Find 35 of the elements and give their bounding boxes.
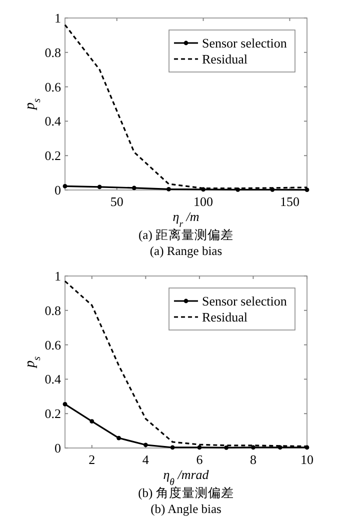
- text: (b) 角度量测偏差: [138, 485, 234, 500]
- point: [62, 402, 68, 406]
- y-tick-label: 0.8: [44, 302, 61, 318]
- point: [224, 445, 229, 450]
- x-tick-label: 10: [300, 452, 314, 467]
- legend-label: Residual: [202, 310, 248, 324]
- x-axis-title: η$_{θ}$ /mrad: [163, 467, 210, 488]
- y-tick-label: 1: [54, 268, 61, 284]
- y-tick-label: 0.2: [44, 406, 61, 422]
- y-tick-label: 0: [54, 182, 61, 198]
- text: (b) Angle bias: [150, 502, 222, 516]
- x-tick-label: 6: [196, 452, 204, 467]
- point: [116, 436, 121, 440]
- x-axis-title: η$_{r}$ /m: [172, 209, 200, 230]
- y-tick-label: 1: [54, 10, 61, 26]
- text: (a) 距离量测偏差: [138, 227, 234, 242]
- x-tick-label: 4: [142, 452, 150, 467]
- y-tick-label: 0: [54, 440, 61, 456]
- x-tick-label: 50: [110, 194, 124, 209]
- point: [90, 419, 94, 424]
- x-tick-label: 2: [88, 452, 96, 467]
- y-tick-label: 0.4: [44, 114, 62, 129]
- x-tick-label: 150: [280, 194, 300, 209]
- y-tick-label: 0.6: [44, 337, 62, 352]
- legend-label: Sensor selection: [202, 294, 288, 308]
- point: [170, 445, 175, 450]
- y-tick-label: 0.2: [44, 148, 61, 164]
- y-tick-label: 0.8: [44, 44, 61, 60]
- x-tick-label: 100: [194, 194, 214, 209]
- legend-label: Sensor selection: [202, 36, 288, 50]
- x-tick-label: 8: [250, 452, 256, 467]
- y-tick-label: 0.6: [44, 79, 62, 94]
- text: (a) Range bias: [150, 244, 222, 258]
- y-tick-label: 0.4: [44, 372, 62, 387]
- legend-label: Residual: [202, 52, 248, 66]
